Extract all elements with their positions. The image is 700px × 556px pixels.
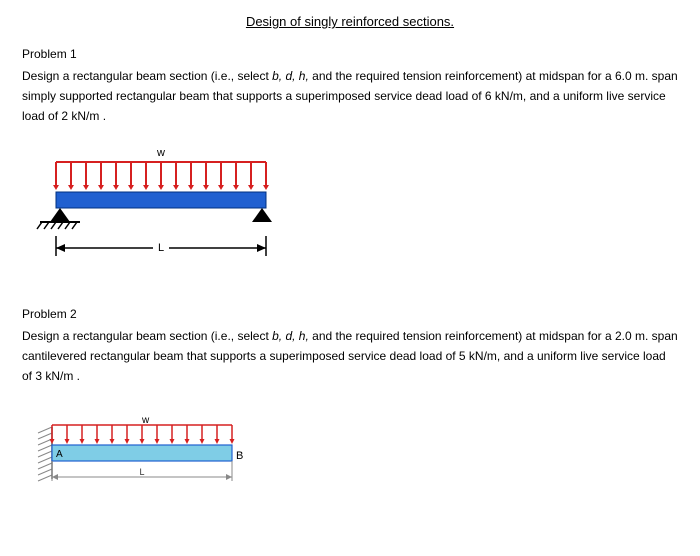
svg-text:B: B (236, 450, 243, 462)
problem1-vars: b, d, h, (272, 69, 309, 83)
svg-text:L: L (139, 467, 144, 477)
svg-text:L: L (158, 242, 164, 254)
svg-text:w: w (156, 147, 165, 159)
diagram2-svg: wABL (28, 415, 278, 495)
diagram1-svg: wL (28, 146, 298, 276)
problem2-text: Design a rectangular beam section (i.e.,… (22, 327, 678, 386)
diagram1: wL (28, 146, 678, 281)
problem2-vars: b, d, h, (272, 329, 309, 343)
page-title: Design of singly reinforced sections. (22, 14, 678, 29)
problem1-text-part1: Design a rectangular beam section (i.e.,… (22, 69, 272, 83)
problem2-header: Problem 2 (22, 307, 678, 321)
problem1-text: Design a rectangular beam section (i.e.,… (22, 67, 678, 126)
problem1-header: Problem 1 (22, 47, 678, 61)
svg-text:A: A (56, 449, 63, 460)
diagram2: wABL (28, 415, 678, 500)
problem2-text-part1: Design a rectangular beam section (i.e.,… (22, 329, 272, 343)
